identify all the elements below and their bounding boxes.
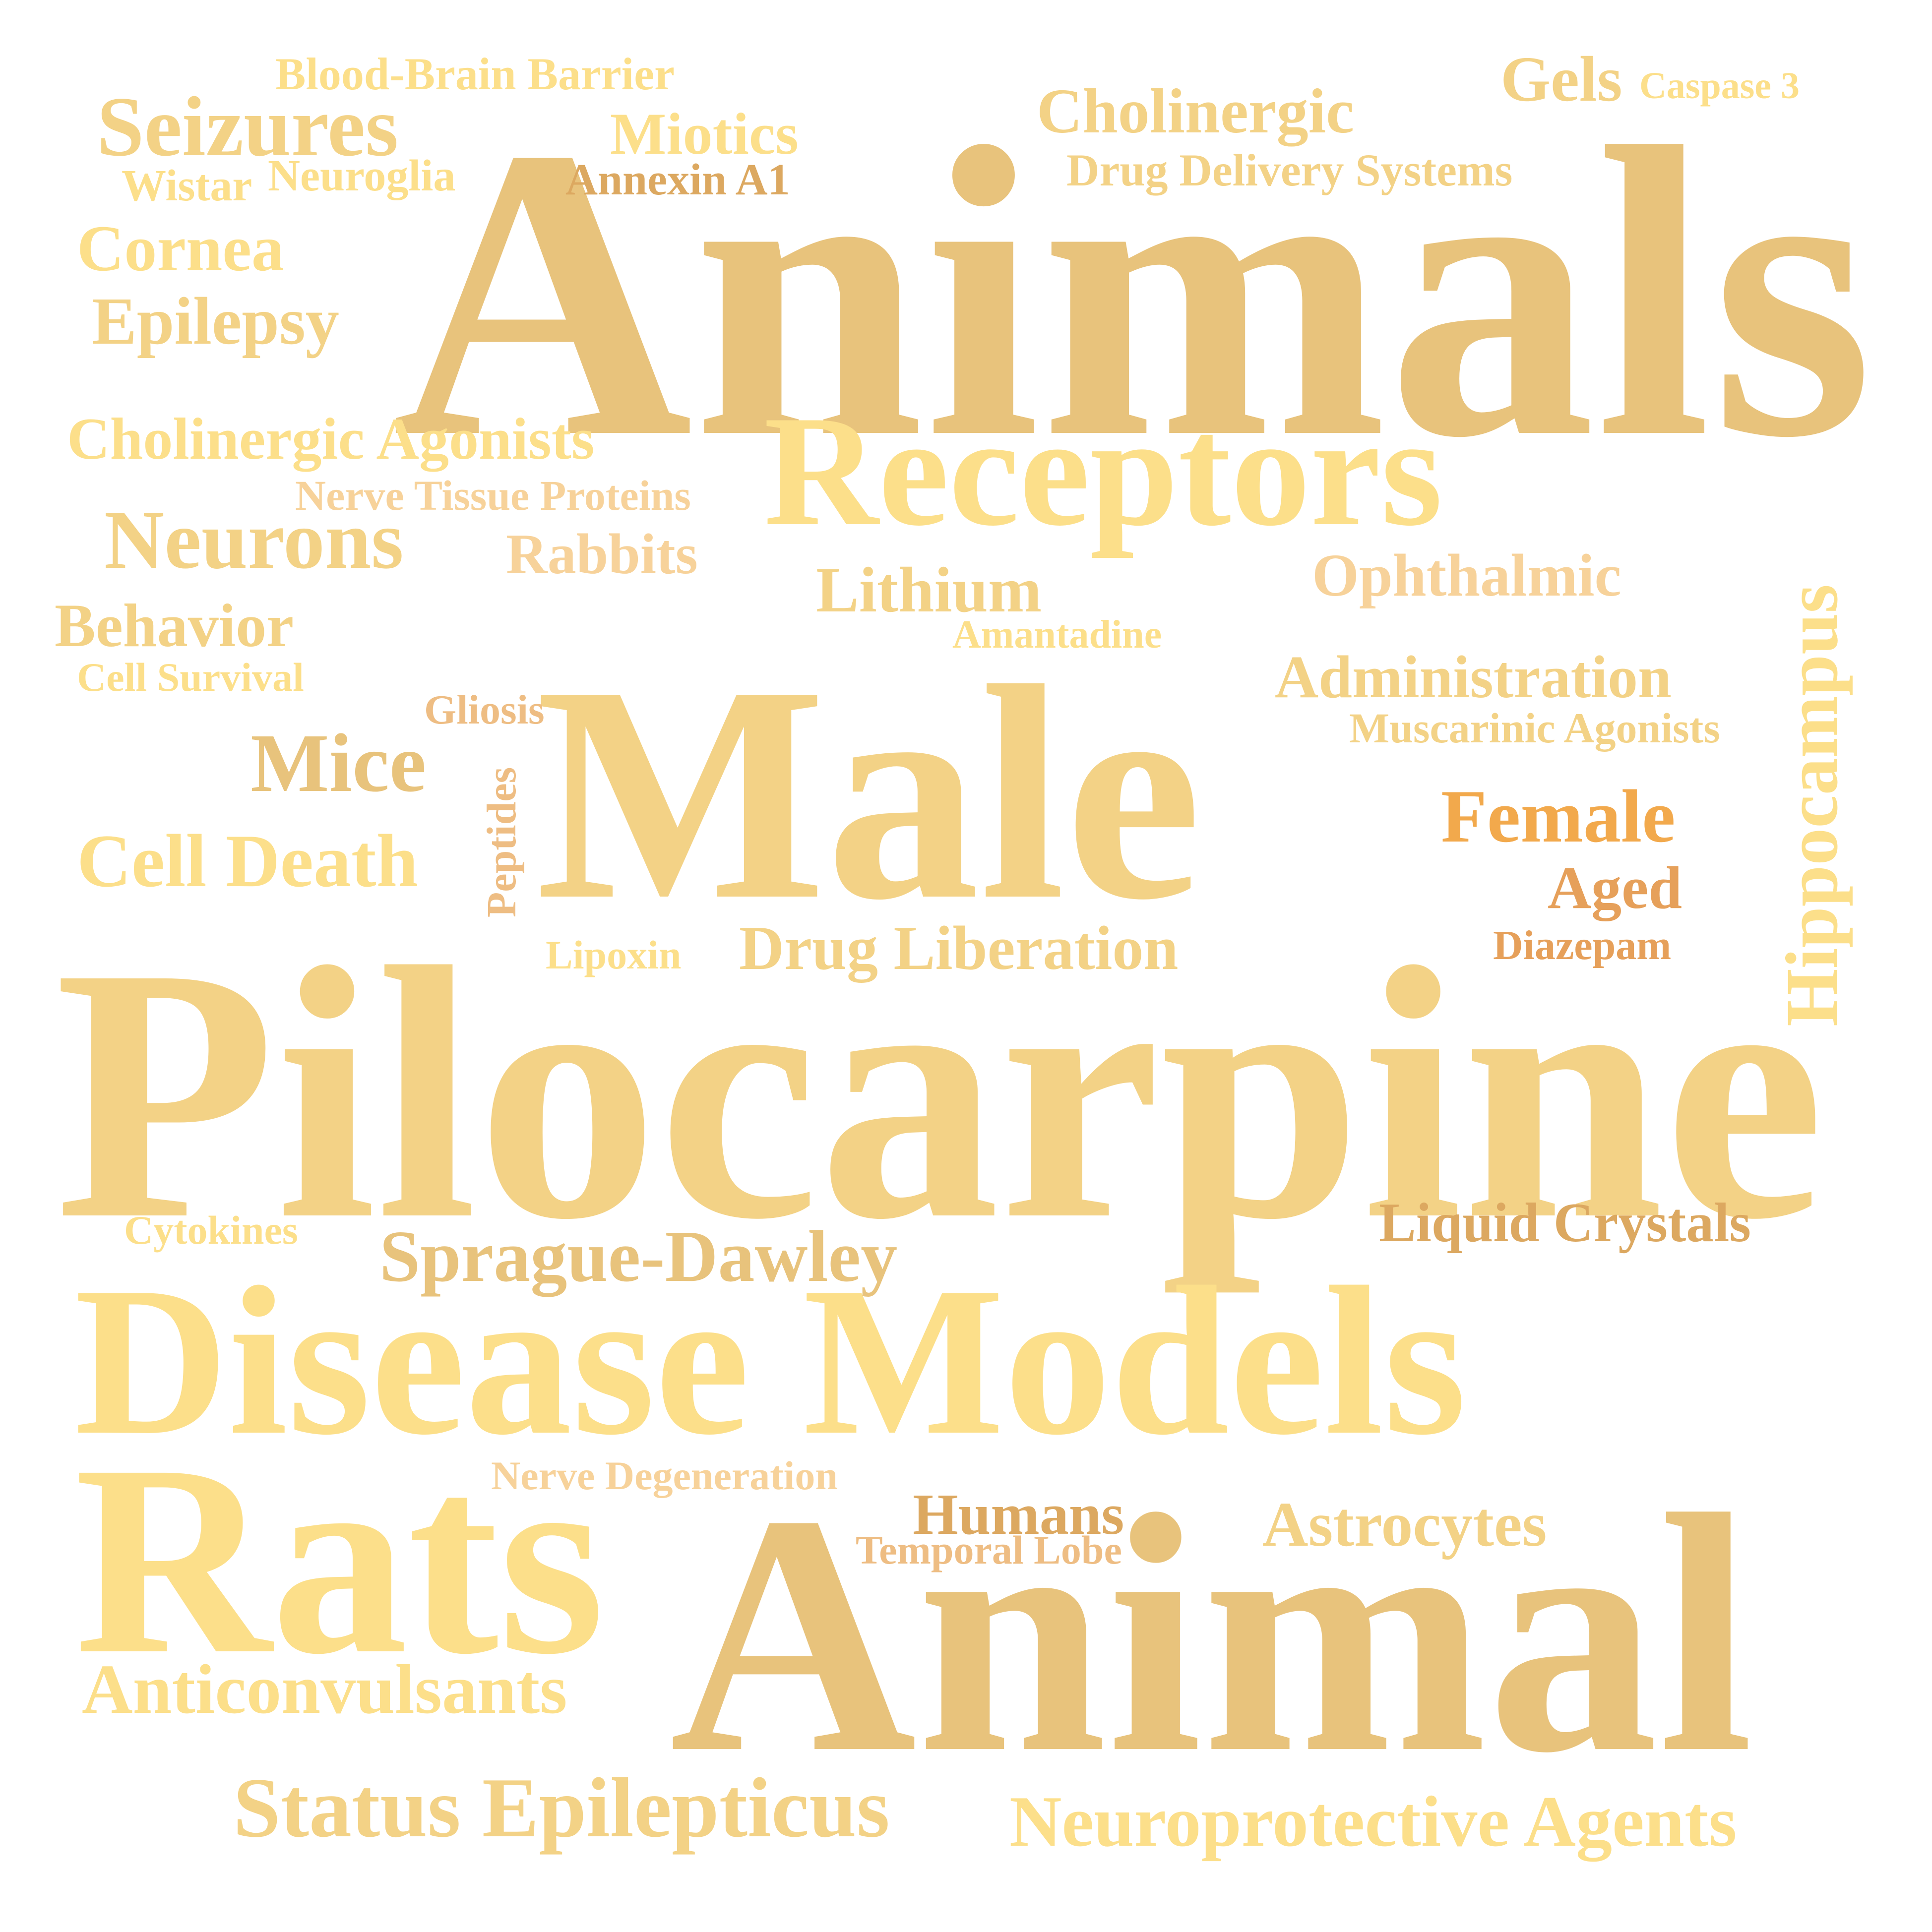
word-annexin-a1: Annexin A1 bbox=[565, 155, 790, 204]
word-nerve-tissue-proteins: Nerve Tissue Proteins bbox=[295, 472, 691, 519]
word-astrocytes: Astrocytes bbox=[1262, 1489, 1547, 1560]
word-diazepam: Diazepam bbox=[1493, 922, 1672, 968]
word-administration: Administration bbox=[1275, 644, 1672, 711]
word-seizures: Seizures bbox=[97, 80, 399, 174]
word-nerve-degeneration: Nerve Degeneration bbox=[491, 1453, 838, 1498]
word-anticonvulsants: Anticonvulsants bbox=[82, 1650, 567, 1728]
word-neuroglia: Neuroglia bbox=[268, 151, 456, 200]
word-wistar: Wistar bbox=[122, 161, 252, 210]
word-miotics: Miotics bbox=[610, 101, 799, 167]
word-aged: Aged bbox=[1548, 854, 1683, 921]
word-gliosis: Gliosis bbox=[424, 687, 545, 733]
word-lithium: Lithium bbox=[816, 554, 1042, 626]
word-status-epilepticus: Status Epilepticus bbox=[233, 1761, 890, 1855]
word-gels: Gels bbox=[1500, 44, 1622, 115]
word-cell-death: Cell Death bbox=[77, 819, 419, 903]
word-sprague-dawley: Sprague-Dawley bbox=[379, 1216, 898, 1297]
word-lipoxin: Lipoxin bbox=[546, 932, 682, 977]
word-neuroprotective-agents: Neuroprotective Agents bbox=[1009, 1781, 1737, 1862]
word-peptides: Peptides bbox=[479, 767, 525, 917]
word-receptors: Receptors bbox=[764, 383, 1443, 559]
word-drug-delivery-systems: Drug Delivery Systems bbox=[1066, 145, 1513, 195]
word-rats: Rats bbox=[74, 1408, 605, 1710]
word-cell-survival: Cell Survival bbox=[77, 655, 304, 700]
word-cholinergic-agonists: Cholinergic Agonists bbox=[67, 406, 595, 472]
word-caspase-3: Caspase 3 bbox=[1639, 65, 1800, 107]
word-rabbits: Rabbits bbox=[506, 523, 698, 586]
word-humans: Humans bbox=[913, 1482, 1124, 1547]
word-animal: Animal bbox=[670, 1445, 1754, 1823]
word-hippocampus: Hippocampus bbox=[1771, 584, 1853, 1026]
word-disease-models: Disease Models bbox=[74, 1243, 1467, 1479]
word-temporal-lobe: Temporal Lobe bbox=[856, 1527, 1122, 1572]
word-neurons: Neurons bbox=[104, 494, 404, 586]
word-cornea: Cornea bbox=[77, 212, 284, 285]
word-male: Male bbox=[536, 623, 1202, 964]
word-cholinergic: Cholinergic bbox=[1037, 76, 1354, 146]
word-ophthalmic: Ophthalmic bbox=[1312, 542, 1621, 609]
word-muscarinic-agonists: Muscarinic Agonists bbox=[1349, 704, 1720, 752]
word-pilocarpine: Pilocarpine bbox=[55, 893, 1825, 1294]
word-blood-brain-barrier: Blood-Brain Barrier bbox=[275, 49, 675, 99]
word-cytokines: Cytokines bbox=[124, 1208, 298, 1253]
word-epilepsy: Epilepsy bbox=[92, 284, 339, 359]
word-behavior: Behavior bbox=[55, 592, 294, 660]
word-drug-liberation: Drug Liberation bbox=[739, 914, 1179, 983]
word-animals: Animals bbox=[392, 61, 1874, 523]
word-amantadine: Amantadine bbox=[952, 613, 1162, 657]
word-female: Female bbox=[1441, 775, 1676, 858]
word-mice: Mice bbox=[250, 717, 427, 809]
word-liquid-crystals: Liquid Crystals bbox=[1379, 1192, 1751, 1254]
